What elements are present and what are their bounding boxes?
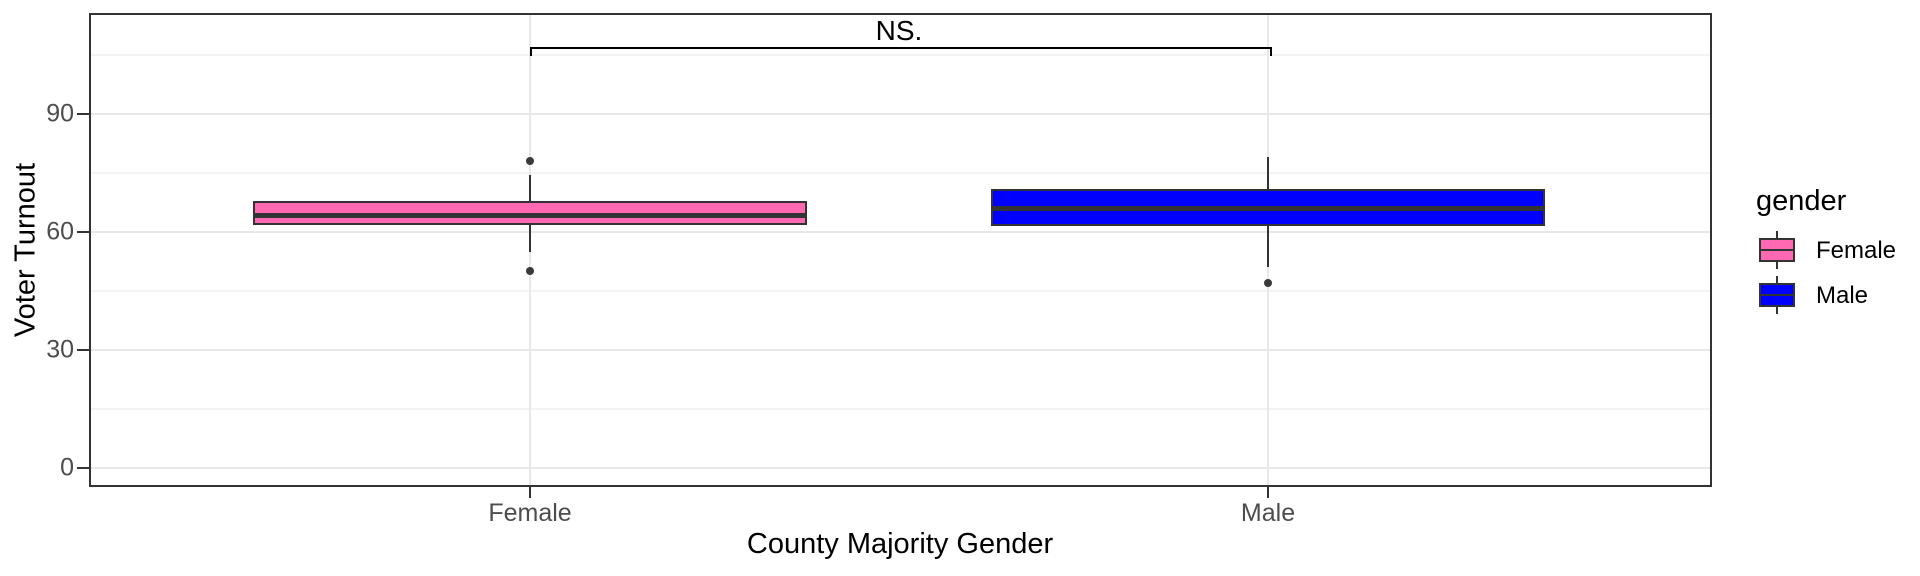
plot-panel: NS. [89, 13, 1712, 487]
gridline-minor-horizontal [89, 54, 1712, 56]
gridline-major-horizontal [89, 467, 1712, 469]
whisker-upper-female [528, 174, 532, 202]
legend-key-median [1761, 293, 1793, 297]
outlier-point-female [526, 267, 534, 276]
y-tick-label: 30 [46, 335, 74, 364]
x-tick-mark [1267, 487, 1269, 498]
outlier-point-female [526, 157, 534, 166]
y-tick-mark [77, 349, 89, 351]
gridline-major-horizontal [89, 231, 1712, 233]
gridline-minor-horizontal [89, 172, 1712, 174]
legend-key-male [1759, 276, 1795, 314]
y-tick-label: 60 [46, 217, 74, 246]
legend-key-median [1761, 248, 1793, 252]
boxplots-layer [89, 13, 1712, 487]
gridline-major-horizontal [89, 349, 1712, 351]
x-tick-mark [529, 487, 531, 498]
y-tick-mark [77, 467, 89, 469]
y-tick-label: 0 [60, 453, 74, 482]
x-tick-label: Male [1240, 499, 1296, 527]
significance-bracket [530, 47, 1272, 57]
y-tick-label: 90 [46, 99, 74, 128]
x-tick-label: Female [488, 499, 572, 527]
legend-label-male: Male [1816, 282, 1869, 309]
whisker-upper-male [1266, 157, 1270, 189]
y-tick-mark [77, 113, 89, 115]
median-female [253, 212, 807, 218]
x-axis-title: County Majority Gender [746, 528, 1054, 560]
legend-title: gender [1756, 185, 1847, 217]
median-male [991, 205, 1545, 211]
gridline-major-horizontal [89, 113, 1712, 115]
legend-label-female: Female [1816, 237, 1897, 264]
y-axis-title: Voter Turnout [9, 162, 42, 338]
whisker-lower-male [1266, 226, 1270, 268]
whisker-lower-female [528, 225, 532, 252]
gridline-minor-horizontal [89, 408, 1712, 410]
outlier-point-male [1264, 279, 1272, 288]
significance-label: NS. [875, 15, 923, 47]
gridline-minor-horizontal [89, 290, 1712, 292]
y-tick-mark [77, 231, 89, 233]
legend-key-female [1759, 231, 1795, 269]
